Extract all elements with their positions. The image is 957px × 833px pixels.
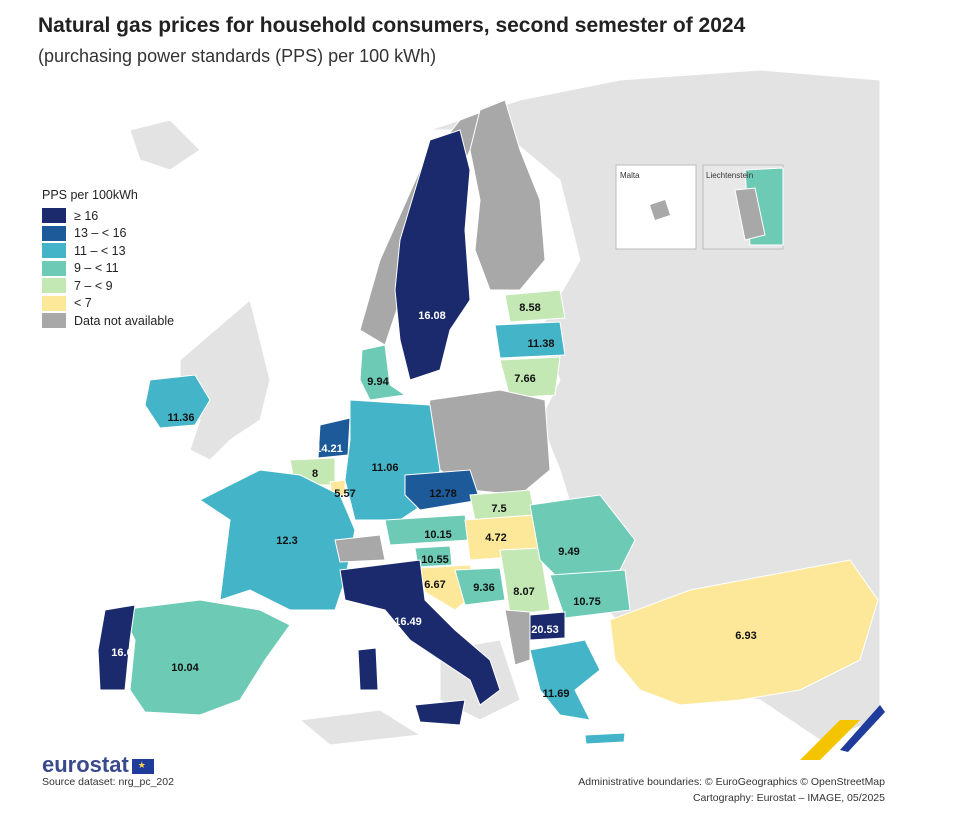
legend-label: ≥ 16: [74, 208, 99, 223]
region-greece: [529, 639, 601, 721]
label-belgium: 8: [312, 468, 318, 480]
logo-text: eurostat: [42, 752, 129, 777]
label-germany: 11.06: [372, 462, 399, 474]
region-czechia: [404, 469, 481, 511]
map-subtitle: (purchasing power standards (PPS) per 10…: [38, 46, 437, 66]
legend-label: 9 – < 11: [74, 261, 119, 276]
value-labels: 16.08 8.58 11.38 7.66 9.94 11.36 14.21 8…: [111, 302, 756, 700]
legend-swatch: [42, 225, 66, 241]
label-hungary: 4.72: [485, 532, 506, 544]
legend-item: < 7: [42, 295, 174, 313]
legend-item: 11 – < 13: [42, 242, 174, 260]
label-italy: 16.49: [394, 616, 422, 628]
legend-label: Data not available: [74, 313, 175, 328]
cartography-credit: Cartography: Eurostat – IMAGE, 05/2025: [692, 792, 885, 804]
region-crete: [584, 732, 626, 745]
label-latvia: 11.38: [528, 338, 555, 350]
region-turkey: [609, 559, 879, 706]
inset-liechtenstein: Liechtenstein: [702, 164, 784, 250]
label-lithuania: 7.66: [514, 373, 535, 385]
label-serbia: 8.07: [513, 586, 534, 598]
region-sicily: [414, 699, 466, 726]
region-albania-montenegro: [504, 609, 531, 666]
credits: Administrative boundaries: © EuroGeograp…: [578, 774, 885, 806]
region-north-macedonia: [529, 611, 566, 641]
region-portugal: [97, 604, 136, 691]
legend-label: 11 – < 13: [74, 243, 126, 258]
legend-item: 13 – < 16: [42, 225, 174, 243]
region-ireland: [144, 374, 211, 429]
label-slovenia: 10.55: [421, 554, 449, 566]
legend-swatch: [42, 243, 66, 259]
region-sardinia: [357, 647, 379, 691]
region-denmark: [359, 344, 407, 401]
region-sweden: [394, 129, 471, 381]
label-slovakia: 7.5: [491, 503, 506, 515]
legend-item: ≥ 16: [42, 207, 174, 225]
label-turkey: 6.93: [735, 630, 756, 642]
label-austria: 10.15: [424, 529, 452, 541]
region-switzerland: [334, 534, 386, 563]
legend-swatch: [42, 295, 66, 311]
region-latvia: [494, 321, 566, 359]
region-bulgaria: [549, 569, 631, 619]
legend-label: 13 – < 16: [74, 226, 127, 241]
inset-malta: Malta: [615, 164, 697, 250]
legend-swatch: [42, 278, 66, 294]
label-czechia: 12.78: [429, 488, 457, 500]
label-luxembourg: 5.57: [334, 488, 355, 500]
label-north-macedonia: 20.53: [531, 624, 559, 636]
label-denmark: 9.94: [367, 376, 389, 388]
region-estonia: [504, 289, 566, 323]
region-lithuania: [499, 356, 561, 399]
legend-item: 9 – < 11: [42, 260, 174, 278]
label-sweden: 16.08: [418, 310, 446, 322]
legend-item: Data not available: [42, 312, 174, 330]
eu-flag-icon: [131, 758, 154, 774]
source-dataset: Source dataset: nrg_pc_202: [42, 776, 174, 788]
label-romania: 9.49: [558, 546, 579, 558]
label-portugal: 16.6: [111, 647, 132, 659]
inset-liechtenstein-label: Liechtenstein: [706, 171, 753, 180]
label-bosnia: 9.36: [473, 582, 494, 594]
region-spain: [119, 599, 291, 716]
label-croatia: 6.67: [424, 579, 445, 591]
label-netherlands: 14.21: [315, 443, 343, 455]
boundaries-credit: Administrative boundaries: © EuroGeograp…: [578, 776, 885, 788]
region-italy: [339, 559, 501, 706]
legend-label: < 7: [74, 296, 92, 311]
label-bulgaria: 10.75: [573, 596, 601, 608]
label-spain: 10.04: [171, 662, 199, 674]
legend: PPS per 100kWh ≥ 16 13 – < 16 11 – < 13 …: [42, 188, 174, 330]
region-bosnia: [454, 567, 506, 606]
corner-graphic: [800, 705, 885, 760]
legend-swatch: [42, 260, 66, 276]
map-title: Natural gas prices for household consume…: [38, 14, 746, 37]
legend-title: PPS per 100kWh: [42, 188, 138, 202]
region-france: [199, 469, 356, 611]
label-estonia: 8.58: [519, 302, 540, 314]
eurostat-logo: eurostat: [42, 752, 154, 778]
legend-swatch: [42, 208, 66, 224]
label-france: 12.3: [276, 535, 297, 547]
legend-swatch: [42, 313, 66, 329]
label-ireland: 11.36: [168, 412, 195, 424]
inset-malta-label: Malta: [620, 171, 640, 180]
label-greece: 11.69: [543, 688, 570, 700]
legend-label: 7 – < 9: [74, 278, 113, 293]
legend-item: 7 – < 9: [42, 277, 174, 295]
region-finland: [469, 99, 546, 291]
